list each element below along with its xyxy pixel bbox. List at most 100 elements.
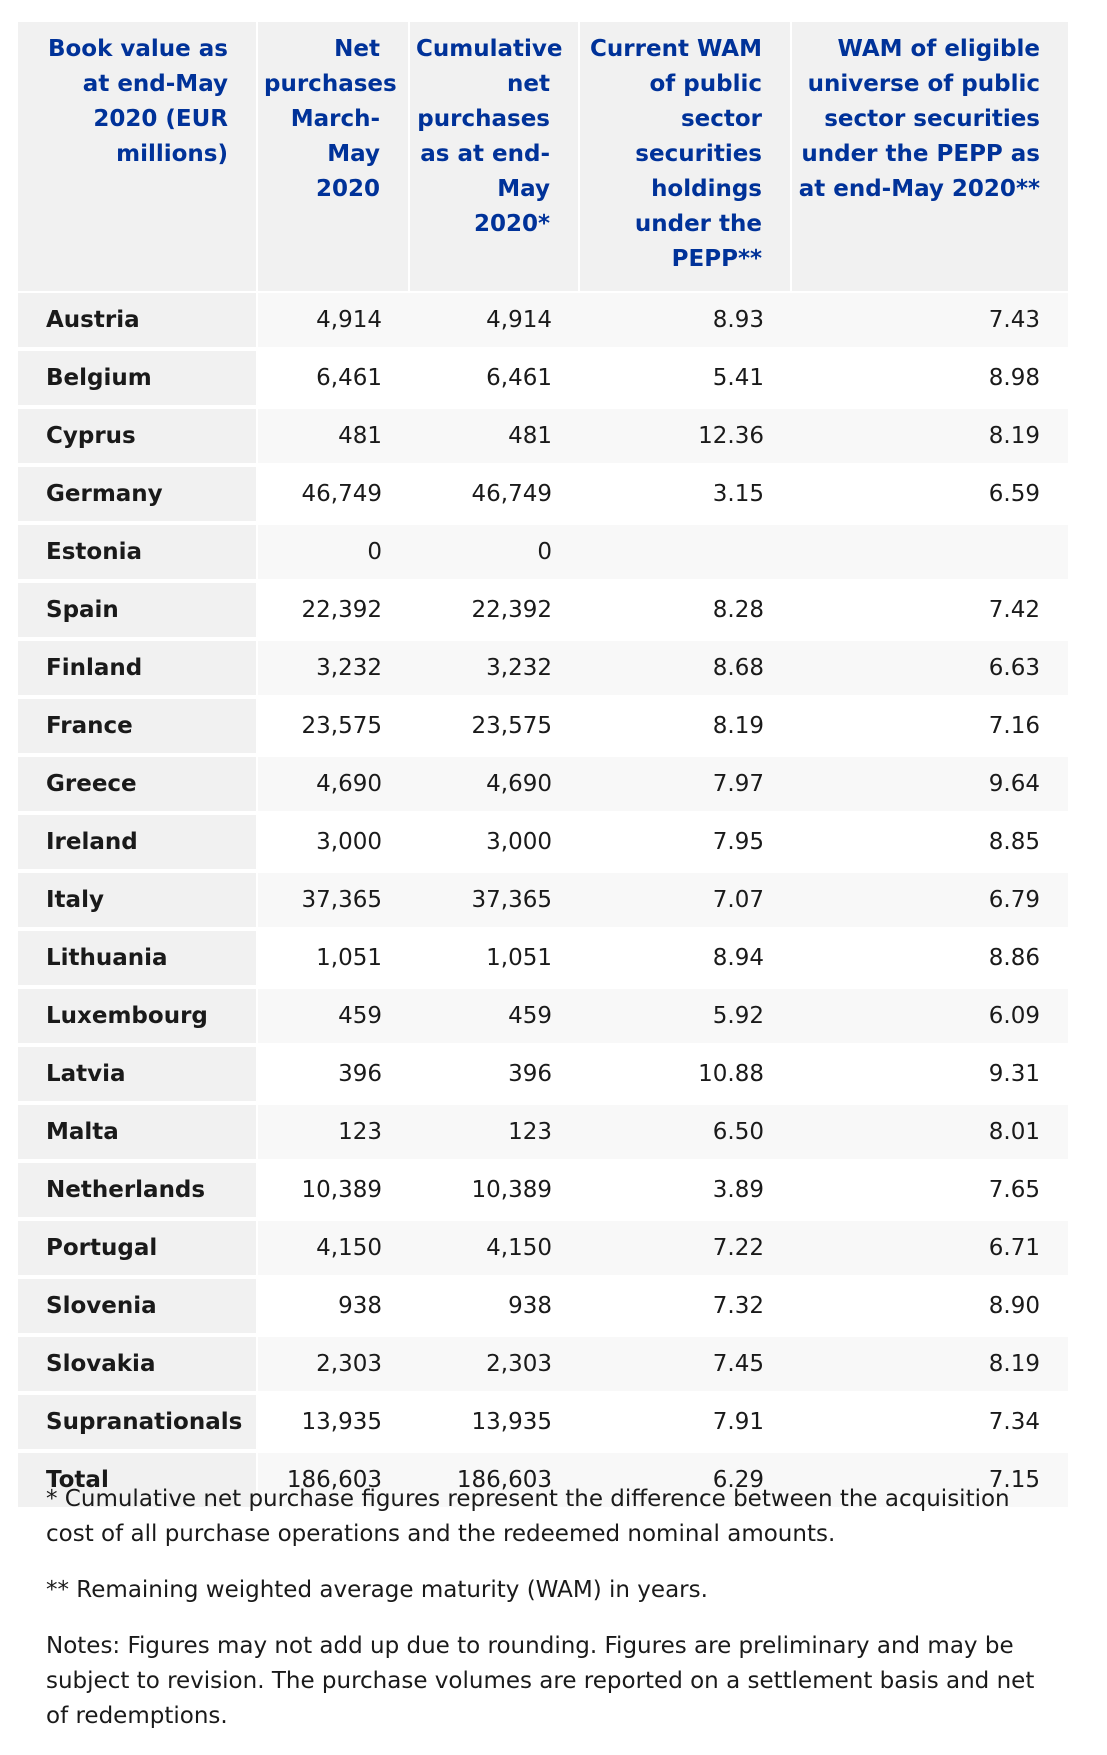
cell-current-wam	[580, 523, 792, 581]
footnote-cumulative: * Cumulative net purchase figures repres…	[46, 1486, 1010, 1547]
cell-current-wam: 8.93	[580, 291, 792, 349]
cell-current-wam: 8.19	[580, 697, 792, 755]
cell-country: Portugal	[18, 1219, 258, 1277]
cell-country: Malta	[18, 1103, 258, 1161]
cell-country: Estonia	[18, 523, 258, 581]
header-book-value: Book value as at end-May 2020 (EUR milli…	[18, 22, 258, 291]
cell-wam-eligible-universe: 8.98	[792, 349, 1068, 407]
cell-cumulative-net-purchases: 37,365	[410, 871, 580, 929]
cell-current-wam: 7.45	[580, 1335, 792, 1393]
cell-cumulative-net-purchases: 396	[410, 1045, 580, 1103]
cell-cumulative-net-purchases: 4,150	[410, 1219, 580, 1277]
table-row: Cyprus 481 481 12.36 8.19	[18, 407, 1068, 465]
cell-wam-eligible-universe: 8.01	[792, 1103, 1068, 1161]
cell-wam-eligible-universe: 7.34	[792, 1393, 1068, 1451]
cell-current-wam: 7.91	[580, 1393, 792, 1451]
cell-country: France	[18, 697, 258, 755]
table-row: Italy 37,365 37,365 7.07 6.79	[18, 871, 1068, 929]
cell-wam-eligible-universe: 6.63	[792, 639, 1068, 697]
cell-wam-eligible-universe: 7.16	[792, 697, 1068, 755]
cell-current-wam: 6.50	[580, 1103, 792, 1161]
table-row: Supranationals 13,935 13,935 7.91 7.34	[18, 1393, 1068, 1451]
cell-net-purchases: 22,392	[258, 581, 410, 639]
cell-wam-eligible-universe: 8.85	[792, 813, 1068, 871]
cell-country: Germany	[18, 465, 258, 523]
pepp-holdings-table-container: Book value as at end-May 2020 (EUR milli…	[18, 22, 1068, 1509]
table-row: Portugal 4,150 4,150 7.22 6.71	[18, 1219, 1068, 1277]
cell-current-wam: 3.15	[580, 465, 792, 523]
table-row: Germany 46,749 46,749 3.15 6.59	[18, 465, 1068, 523]
cell-net-purchases: 396	[258, 1045, 410, 1103]
cell-country: Latvia	[18, 1045, 258, 1103]
cell-country: Luxembourg	[18, 987, 258, 1045]
cell-country: Slovenia	[18, 1277, 258, 1335]
table-row: Belgium 6,461 6,461 5.41 8.98	[18, 349, 1068, 407]
cell-cumulative-net-purchases: 938	[410, 1277, 580, 1335]
cell-cumulative-net-purchases: 3,000	[410, 813, 580, 871]
cell-net-purchases: 13,935	[258, 1393, 410, 1451]
cell-current-wam: 7.22	[580, 1219, 792, 1277]
cell-wam-eligible-universe: 9.31	[792, 1045, 1068, 1103]
pepp-holdings-table: Book value as at end-May 2020 (EUR milli…	[18, 22, 1068, 1509]
cell-wam-eligible-universe: 6.59	[792, 465, 1068, 523]
cell-net-purchases: 2,303	[258, 1335, 410, 1393]
cell-net-purchases: 481	[258, 407, 410, 465]
cell-wam-eligible-universe: 8.19	[792, 407, 1068, 465]
cell-current-wam: 6.29	[580, 1451, 792, 1509]
cell-cumulative-net-purchases: 3,232	[410, 639, 580, 697]
cell-cumulative-net-purchases: 10,389	[410, 1161, 580, 1219]
cell-cumulative-net-purchases: 1,051	[410, 929, 580, 987]
cell-wam-eligible-universe: 7.65	[792, 1161, 1068, 1219]
cell-net-purchases: 46,749	[258, 465, 410, 523]
cell-wam-eligible-universe: 6.79	[792, 871, 1068, 929]
table-row: Malta 123 123 6.50 8.01	[18, 1103, 1068, 1161]
cell-cumulative-net-purchases: 0	[410, 523, 580, 581]
header-wam-eligible-universe: WAM of eligible universe of public secto…	[792, 22, 1068, 291]
cell-cumulative-net-purchases: 4,690	[410, 755, 580, 813]
table-row: Total 186,603 186,603 6.29 7.15	[18, 1451, 1068, 1509]
cell-net-purchases: 4,914	[258, 291, 410, 349]
table-row: Spain 22,392 22,392 8.28 7.42	[18, 581, 1068, 639]
cell-wam-eligible-universe: 7.42	[792, 581, 1068, 639]
cell-wam-eligible-universe: 6.71	[792, 1219, 1068, 1277]
cell-net-purchases: 0	[258, 523, 410, 581]
cell-net-purchases: 3,232	[258, 639, 410, 697]
cell-net-purchases: 186,603	[258, 1451, 410, 1509]
cell-cumulative-net-purchases: 13,935	[410, 1393, 580, 1451]
cell-current-wam: 7.95	[580, 813, 792, 871]
footnotes: * Cumulative net purchase figures repres…	[46, 1482, 1056, 1755]
cell-net-purchases: 1,051	[258, 929, 410, 987]
cell-country: Italy	[18, 871, 258, 929]
cell-net-purchases: 3,000	[258, 813, 410, 871]
table-row: Finland 3,232 3,232 8.68 6.63	[18, 639, 1068, 697]
cell-wam-eligible-universe: 6.09	[792, 987, 1068, 1045]
table-row: Latvia 396 396 10.88 9.31	[18, 1045, 1068, 1103]
cell-country: Greece	[18, 755, 258, 813]
header-current-wam: Current WAM of public sector securities …	[580, 22, 792, 291]
cell-net-purchases: 938	[258, 1277, 410, 1335]
footnote-notes: Notes: Figures may not add up due to rou…	[46, 1633, 1035, 1729]
cell-net-purchases: 10,389	[258, 1161, 410, 1219]
footnote-wam: ** Remaining weighted average maturity (…	[46, 1577, 708, 1603]
cell-current-wam: 8.94	[580, 929, 792, 987]
table-row: Slovakia 2,303 2,303 7.45 8.19	[18, 1335, 1068, 1393]
table-header: Book value as at end-May 2020 (EUR milli…	[18, 22, 1068, 291]
table-row: Greece 4,690 4,690 7.97 9.64	[18, 755, 1068, 813]
cell-cumulative-net-purchases: 481	[410, 407, 580, 465]
cell-wam-eligible-universe: 9.64	[792, 755, 1068, 813]
cell-country: Spain	[18, 581, 258, 639]
cell-cumulative-net-purchases: 123	[410, 1103, 580, 1161]
cell-cumulative-net-purchases: 22,392	[410, 581, 580, 639]
cell-country: Austria	[18, 291, 258, 349]
cell-country: Cyprus	[18, 407, 258, 465]
cell-wam-eligible-universe: 8.90	[792, 1277, 1068, 1335]
header-cumulative-net-purchases: Cumulative net purchases as at end-May 2…	[410, 22, 580, 291]
table-body: Austria 4,914 4,914 8.93 7.43 Belgium 6,461 6,4…	[18, 291, 1068, 1509]
cell-net-purchases: 4,690	[258, 755, 410, 813]
cell-cumulative-net-purchases: 459	[410, 987, 580, 1045]
cell-net-purchases: 6,461	[258, 349, 410, 407]
table-row: Austria 4,914 4,914 8.93 7.43	[18, 291, 1068, 349]
cell-net-purchases: 123	[258, 1103, 410, 1161]
cell-current-wam: 12.36	[580, 407, 792, 465]
cell-net-purchases: 23,575	[258, 697, 410, 755]
